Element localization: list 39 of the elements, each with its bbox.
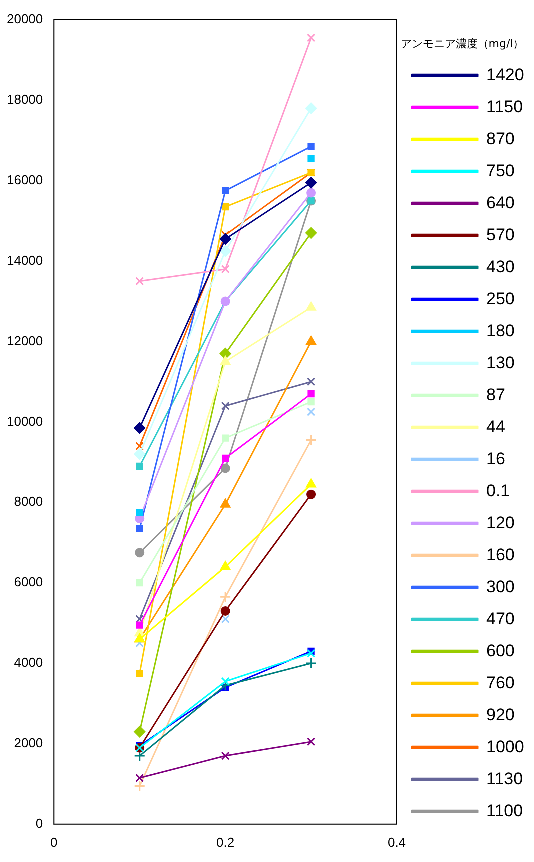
legend-label: 600	[486, 641, 515, 660]
legend-label: 44	[486, 417, 506, 436]
y-tick-label: 4000	[14, 655, 44, 670]
legend-label: 300	[486, 577, 515, 596]
y-tick-label: 6000	[14, 574, 44, 590]
legend-label: 87	[486, 385, 506, 404]
legend-label: 1150	[486, 97, 524, 116]
legend-label: 760	[486, 673, 515, 692]
x-tick-label: 0.4	[388, 834, 406, 850]
y-tick-label: 2000	[14, 736, 44, 751]
y-tick-label: 0	[36, 816, 44, 831]
legend-label: 870	[486, 129, 515, 148]
y-tick-label: 20000	[6, 12, 44, 27]
legend-label: 750	[486, 161, 515, 180]
y-tick-label: 14000	[6, 252, 44, 268]
legend-label: 470	[486, 609, 515, 628]
y-tick-label: 10000	[6, 414, 44, 429]
legend-label: 0.1	[486, 481, 510, 500]
legend-label: 570	[486, 225, 515, 244]
legend-title: アンモニア濃度（mg/l）	[400, 37, 524, 50]
legend-label: 120	[486, 513, 515, 532]
y-tick-label: 12000	[6, 333, 44, 348]
legend-label: 1100	[486, 801, 524, 820]
legend-label: 160	[486, 545, 515, 564]
legend-label: 180	[486, 321, 515, 340]
legend-label: 1420	[486, 65, 524, 84]
y-tick-label: 18000	[6, 92, 44, 108]
legend-label: 250	[486, 289, 515, 308]
legend-label: 16	[486, 449, 506, 468]
legend-label: 130	[486, 353, 515, 372]
legend-label: 1130	[486, 769, 524, 788]
legend-label: 920	[486, 705, 515, 724]
legend-label: 640	[486, 193, 515, 212]
legend-label: 430	[486, 257, 515, 276]
legend-label: 1000	[486, 737, 524, 756]
x-tick-label: 0	[50, 834, 58, 850]
y-tick-label: 16000	[6, 172, 44, 188]
x-tick-label: 0.2	[216, 834, 235, 850]
y-tick-label: 8000	[14, 494, 44, 510]
